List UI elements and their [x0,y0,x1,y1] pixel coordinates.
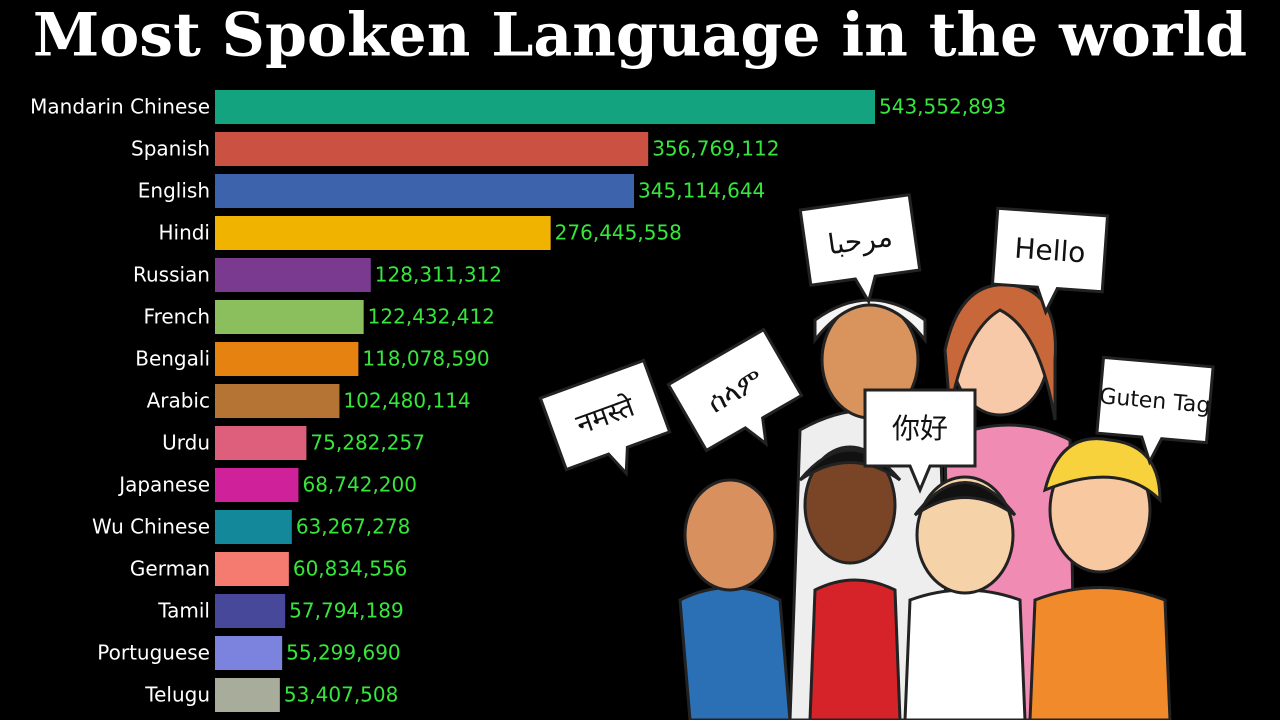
bar [215,174,635,208]
bar [215,384,340,418]
category-label: Tamil [157,599,210,623]
value-label: 68,742,200 [302,473,417,497]
value-label: 128,311,312 [375,263,502,287]
bar [215,90,875,124]
chart-title: Most Spoken Language in the world [33,1,1247,71]
bar [215,216,551,250]
category-label: Arabic [147,389,210,413]
illustration [678,283,1172,720]
bubble-text: 你好 [892,412,948,445]
bar [215,552,289,586]
value-label: 53,407,508 [284,683,399,707]
bar [215,300,364,334]
value-label: 60,834,556 [293,557,408,581]
category-label: French [144,305,210,329]
category-label: Telugu [144,683,210,707]
bubble-shape [538,358,672,477]
category-label: Hindi [158,221,210,245]
bar [215,426,307,460]
category-label: Wu Chinese [92,515,210,539]
value-label: 543,552,893 [879,95,1006,119]
value-label: 75,282,257 [310,431,425,455]
speech-bubble: Hello [990,206,1110,316]
value-label: 63,267,278 [296,515,411,539]
bar [215,132,649,166]
category-label: Spanish [131,137,210,161]
bar [215,636,283,670]
bubble-shape [863,388,977,494]
category-label: Urdu [162,431,210,455]
bar [215,678,280,712]
category-label: German [130,557,210,581]
category-label: Bengali [135,347,210,371]
value-label: 102,480,114 [343,389,470,413]
value-label: 118,078,590 [362,347,489,371]
bubble-shape [1095,355,1215,466]
bar [215,594,286,628]
category-label: Mandarin Chinese [30,95,210,119]
bar [215,258,371,292]
bubble-shape [666,327,804,453]
category-label: English [138,179,210,203]
bubble-shape [990,206,1110,316]
speech-bubble: ሰላም [666,327,804,453]
category-label: Japanese [117,473,210,497]
bar [215,468,299,502]
bar [215,510,292,544]
bubble-shape [798,193,922,306]
value-label: 356,769,112 [652,137,779,161]
speech-bubble: नमस्ते [538,358,672,477]
value-label: 122,432,412 [368,305,495,329]
value-label: 276,445,558 [555,221,682,245]
value-label: 55,299,690 [286,641,401,665]
category-label: Portuguese [97,641,210,665]
bubble-text: Hello [1013,232,1086,270]
category-label: Russian [133,263,210,287]
bar [215,342,359,376]
speech-bubble: مرحبا [798,193,922,306]
speech-bubble: Guten Tag [1095,355,1215,466]
value-label: 345,114,644 [638,179,765,203]
speech-bubble: 你好 [863,388,977,494]
value-label: 57,794,189 [289,599,404,623]
